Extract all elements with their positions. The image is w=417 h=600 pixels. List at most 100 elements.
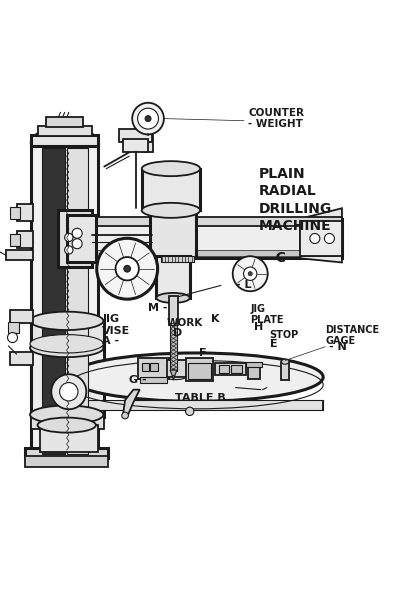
Circle shape [51, 374, 86, 409]
Bar [219, 365, 229, 373]
Bar [8, 322, 19, 334]
Bar [10, 310, 33, 323]
Bar [10, 234, 20, 246]
Text: COUNTER
- WEIGHT: COUNTER - WEIGHT [248, 108, 304, 130]
Ellipse shape [38, 418, 96, 433]
Bar [31, 321, 104, 348]
Text: M -: M - [148, 304, 168, 313]
Bar [31, 143, 98, 458]
Text: JIG
VISE: JIG VISE [102, 314, 131, 336]
Bar [67, 217, 342, 226]
Circle shape [310, 233, 320, 244]
Circle shape [186, 407, 194, 416]
Bar [300, 221, 342, 256]
Ellipse shape [132, 103, 164, 134]
Circle shape [72, 239, 82, 249]
Polygon shape [170, 370, 177, 376]
Bar [58, 211, 92, 266]
Bar [142, 169, 200, 211]
Text: - L: - L [236, 280, 251, 290]
Bar [25, 448, 108, 458]
Ellipse shape [138, 108, 158, 129]
Bar [140, 377, 167, 383]
Bar [156, 256, 190, 298]
Bar [67, 215, 96, 262]
Bar [170, 323, 177, 327]
Bar [31, 344, 104, 417]
Ellipse shape [69, 353, 323, 401]
Text: PLAIN
RADIAL
DRILLING
MACHINE: PLAIN RADIAL DRILLING MACHINE [259, 167, 332, 233]
Bar [138, 358, 169, 379]
Text: H: H [254, 322, 264, 332]
Bar [42, 148, 65, 454]
Bar [67, 218, 342, 258]
Ellipse shape [30, 406, 103, 424]
Bar [143, 135, 153, 152]
Bar [10, 352, 33, 365]
Circle shape [116, 257, 139, 280]
Polygon shape [172, 376, 175, 380]
Bar [10, 207, 20, 218]
Bar [123, 139, 148, 152]
Ellipse shape [156, 293, 190, 303]
Ellipse shape [30, 311, 103, 330]
Circle shape [233, 256, 268, 291]
Ellipse shape [142, 161, 200, 176]
Bar [71, 250, 338, 256]
Ellipse shape [30, 339, 103, 357]
Text: - C: - C [265, 251, 286, 265]
Polygon shape [300, 208, 342, 262]
Bar [31, 135, 98, 146]
Circle shape [97, 238, 158, 299]
Bar [6, 250, 33, 260]
Text: K: K [211, 314, 219, 324]
Text: - N: - N [329, 342, 347, 352]
Circle shape [244, 267, 257, 280]
Bar [248, 362, 260, 379]
Circle shape [72, 228, 82, 238]
Text: TABLE B: TABLE B [175, 393, 226, 403]
Bar [25, 457, 108, 467]
Bar [17, 204, 33, 221]
Circle shape [122, 412, 128, 419]
Bar [150, 362, 158, 371]
Text: STOP: STOP [269, 331, 298, 340]
Bar [150, 211, 196, 258]
Circle shape [60, 383, 78, 401]
Polygon shape [123, 389, 140, 417]
Bar [169, 296, 178, 325]
Circle shape [324, 233, 334, 244]
Text: JIG
PLATE: JIG PLATE [250, 304, 284, 325]
Bar [170, 325, 177, 371]
Ellipse shape [30, 335, 103, 353]
Circle shape [124, 265, 131, 272]
Text: E: E [270, 339, 278, 349]
Bar [31, 415, 104, 429]
Text: DISTANCE
GAGE: DISTANCE GAGE [325, 325, 379, 346]
Bar [46, 116, 83, 127]
Bar [119, 129, 152, 142]
Circle shape [248, 272, 252, 276]
Text: F: F [199, 347, 207, 358]
Bar [17, 231, 33, 248]
Text: G -: G - [129, 375, 147, 385]
Bar [40, 425, 98, 452]
Ellipse shape [142, 203, 200, 218]
Bar [246, 362, 262, 367]
Circle shape [65, 246, 73, 254]
Bar [281, 362, 289, 380]
Bar [231, 365, 242, 373]
Text: A -: A - [102, 336, 119, 346]
Bar [186, 358, 213, 382]
Bar [167, 361, 194, 377]
Circle shape [65, 233, 73, 242]
Bar [69, 400, 323, 410]
Ellipse shape [165, 374, 186, 380]
Bar [188, 362, 211, 379]
Bar [215, 362, 246, 375]
Bar [142, 362, 149, 371]
Circle shape [145, 116, 151, 122]
Bar [67, 148, 88, 454]
Bar [38, 125, 92, 136]
Circle shape [8, 332, 18, 343]
